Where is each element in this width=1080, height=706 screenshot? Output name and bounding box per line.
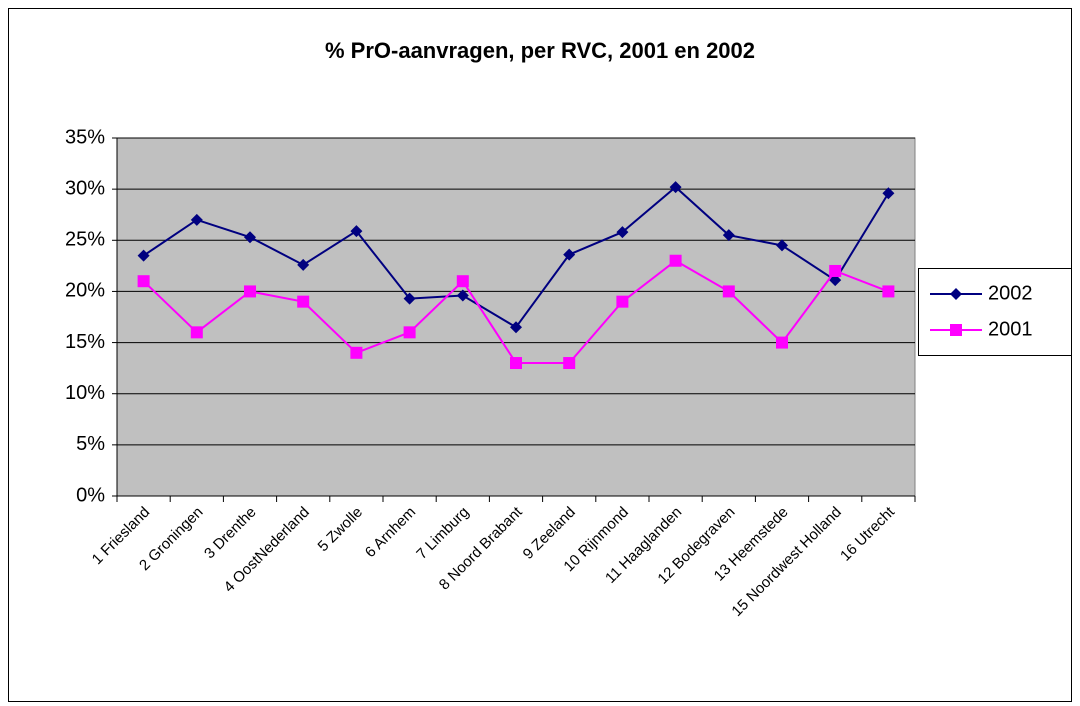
legend-marker: [950, 324, 962, 336]
point: [616, 226, 629, 239]
point: [776, 239, 788, 252]
point: [190, 213, 203, 226]
legend: [918, 268, 1072, 356]
point: [722, 229, 735, 242]
point: [669, 254, 682, 267]
y-tick-label: 35%: [65, 126, 105, 148]
legend-label: 2002: [988, 282, 1033, 304]
point: [137, 249, 150, 262]
point: [244, 285, 256, 298]
point: [722, 285, 735, 298]
y-tick-label: 20%: [65, 280, 105, 302]
point: [190, 326, 203, 339]
legend-marker: [950, 288, 962, 300]
point: [403, 326, 416, 339]
y-tick-label: 30%: [65, 177, 105, 199]
point: [829, 274, 842, 287]
chart-title: % PrO-aanvragen, per RVC, 2001 en 2002: [325, 38, 755, 63]
point: [563, 248, 576, 261]
point: [829, 264, 842, 277]
y-tick-label: 25%: [65, 229, 105, 251]
legend-label: 2001: [988, 318, 1033, 340]
y-tick-label: 10%: [65, 382, 105, 404]
point: [456, 275, 469, 288]
point: [563, 357, 576, 370]
point: [350, 225, 363, 238]
point: [244, 231, 256, 244]
point: [297, 258, 310, 271]
point: [137, 275, 150, 288]
point: [882, 285, 895, 298]
point: [456, 289, 469, 302]
point: [776, 336, 788, 349]
point: [510, 357, 522, 370]
y-tick-label: 15%: [65, 331, 105, 353]
point: [616, 295, 629, 308]
plot-area: [116, 137, 916, 497]
point: [669, 181, 682, 194]
point: [882, 187, 895, 200]
point: [510, 321, 522, 334]
y-tick-label: 0%: [76, 484, 105, 506]
point: [403, 292, 416, 305]
y-tick-label: 5%: [76, 433, 105, 455]
point: [297, 295, 310, 308]
point: [350, 346, 363, 359]
